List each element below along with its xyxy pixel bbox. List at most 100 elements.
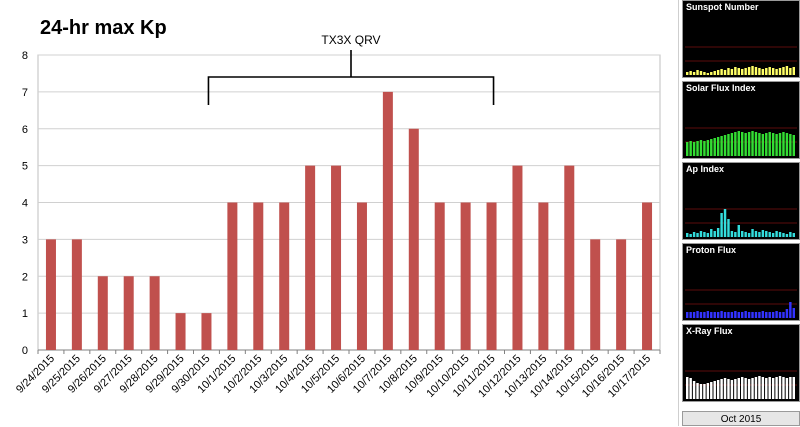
spark-bar	[761, 377, 765, 399]
y-tick-label: 7	[22, 87, 28, 99]
bar-10/8/2015	[408, 128, 419, 350]
spark-bar	[692, 232, 696, 237]
spark-bar	[744, 68, 747, 75]
spark-bar	[775, 377, 778, 399]
spark-bar	[744, 378, 747, 399]
spark-bar	[734, 232, 737, 237]
spark-bar	[741, 231, 744, 237]
spark-bar	[778, 232, 782, 237]
spark-bar	[727, 134, 730, 156]
spark-bar	[727, 68, 730, 75]
spark-bar	[737, 131, 740, 156]
spark-bar	[710, 382, 713, 399]
bar-10/7/2015	[382, 91, 393, 350]
bar-9/29/2015	[175, 313, 186, 350]
solar-flux-index-panel: Solar Flux Index	[682, 81, 800, 159]
panel-title: Sunspot Number	[686, 2, 759, 12]
spark-bar	[703, 384, 706, 399]
spark-bar	[758, 376, 761, 399]
spark-bar	[692, 72, 696, 75]
chart-frame: 0 1 2 3 4 5 6 7 8 9/24/2015 9/25/2015 9/26/2015 9/27…	[13, 0, 679, 426]
spark-bar	[703, 232, 706, 237]
spark-bar	[703, 312, 706, 318]
panel-title: X-Ray Flux	[686, 326, 733, 336]
bar-9/25/2015	[71, 239, 82, 350]
bar-10/2/2015	[253, 202, 264, 350]
bar-9/28/2015	[149, 276, 160, 350]
bar-10/4/2015	[305, 165, 316, 350]
spark-bar	[692, 312, 696, 318]
ap-index-panel: Ap Index	[682, 162, 800, 240]
spark-bar	[699, 312, 703, 318]
spark-bar	[789, 302, 792, 318]
spark-bar	[765, 68, 768, 75]
spark-bar	[778, 68, 782, 75]
spark-bar	[686, 312, 689, 318]
spark-bar	[716, 70, 720, 75]
spark-bar	[761, 230, 765, 237]
panel-title: Proton Flux	[686, 245, 736, 255]
spark-bar	[792, 67, 795, 75]
spark-bar	[689, 141, 692, 156]
spark-bar	[699, 140, 703, 156]
bar-10/16/2015	[616, 239, 627, 350]
spark-bar	[789, 377, 792, 399]
x-ray-flux-panel: X-Ray Flux	[682, 324, 800, 402]
annotation-label: TX3X QRV	[321, 33, 380, 47]
y-tick-label: 5	[22, 161, 28, 173]
bar-10/11/2015	[486, 202, 497, 350]
y-tick-label: 0	[22, 345, 28, 357]
solar-flux-index-sparkline	[685, 127, 797, 156]
spark-bar	[789, 232, 792, 237]
spark-bar	[765, 378, 768, 399]
spark-bar	[741, 132, 744, 156]
spark-bar	[710, 312, 713, 318]
spark-bar	[758, 232, 761, 237]
month-label: Oct 2015	[682, 411, 800, 426]
spark-bar	[785, 378, 789, 399]
spark-bar	[741, 69, 744, 75]
spark-bar	[758, 133, 761, 156]
bar-10/15/2015	[590, 239, 601, 350]
spark-bar	[713, 312, 716, 318]
spark-bar	[785, 66, 789, 75]
spark-bar	[696, 311, 699, 318]
spark-bar	[751, 378, 754, 399]
chart-title: 24-hr max Kp	[40, 17, 167, 39]
spark-bar	[699, 71, 703, 75]
spark-bar	[761, 134, 765, 156]
spark-bar	[720, 213, 723, 237]
spark-bar	[751, 312, 754, 318]
spark-bar	[737, 68, 740, 75]
spark-bar	[758, 68, 761, 75]
spark-bar	[751, 229, 754, 237]
x-ray-flux-sparkline	[685, 370, 797, 399]
spark-bar	[723, 135, 727, 156]
spark-bar	[686, 142, 689, 156]
sunspot-number-panel: Sunspot Number	[682, 0, 800, 78]
spark-bar	[716, 137, 720, 156]
panel-title: Solar Flux Index	[686, 83, 756, 93]
spark-bar	[792, 308, 795, 318]
spark-bar	[775, 231, 778, 237]
bar-9/26/2015	[97, 276, 108, 350]
spark-bar	[696, 70, 699, 75]
spark-bar	[686, 72, 689, 75]
panel-title: Ap Index	[686, 164, 725, 174]
spark-bar	[703, 72, 706, 75]
spark-bar	[730, 231, 734, 237]
spark-bar	[754, 132, 758, 156]
spark-bar	[765, 312, 768, 318]
spark-bar	[706, 140, 710, 156]
spark-bar	[782, 67, 785, 75]
spark-bar	[754, 67, 758, 75]
spark-bar	[720, 379, 723, 399]
spark-bar	[751, 131, 754, 156]
spark-bar	[710, 139, 713, 156]
spark-bar	[734, 311, 737, 318]
spark-bar	[689, 312, 692, 318]
spark-bar	[778, 312, 782, 318]
bar-9/24/2015	[45, 239, 56, 350]
spark-bar	[730, 69, 734, 75]
y-tick-label: 2	[22, 271, 28, 283]
